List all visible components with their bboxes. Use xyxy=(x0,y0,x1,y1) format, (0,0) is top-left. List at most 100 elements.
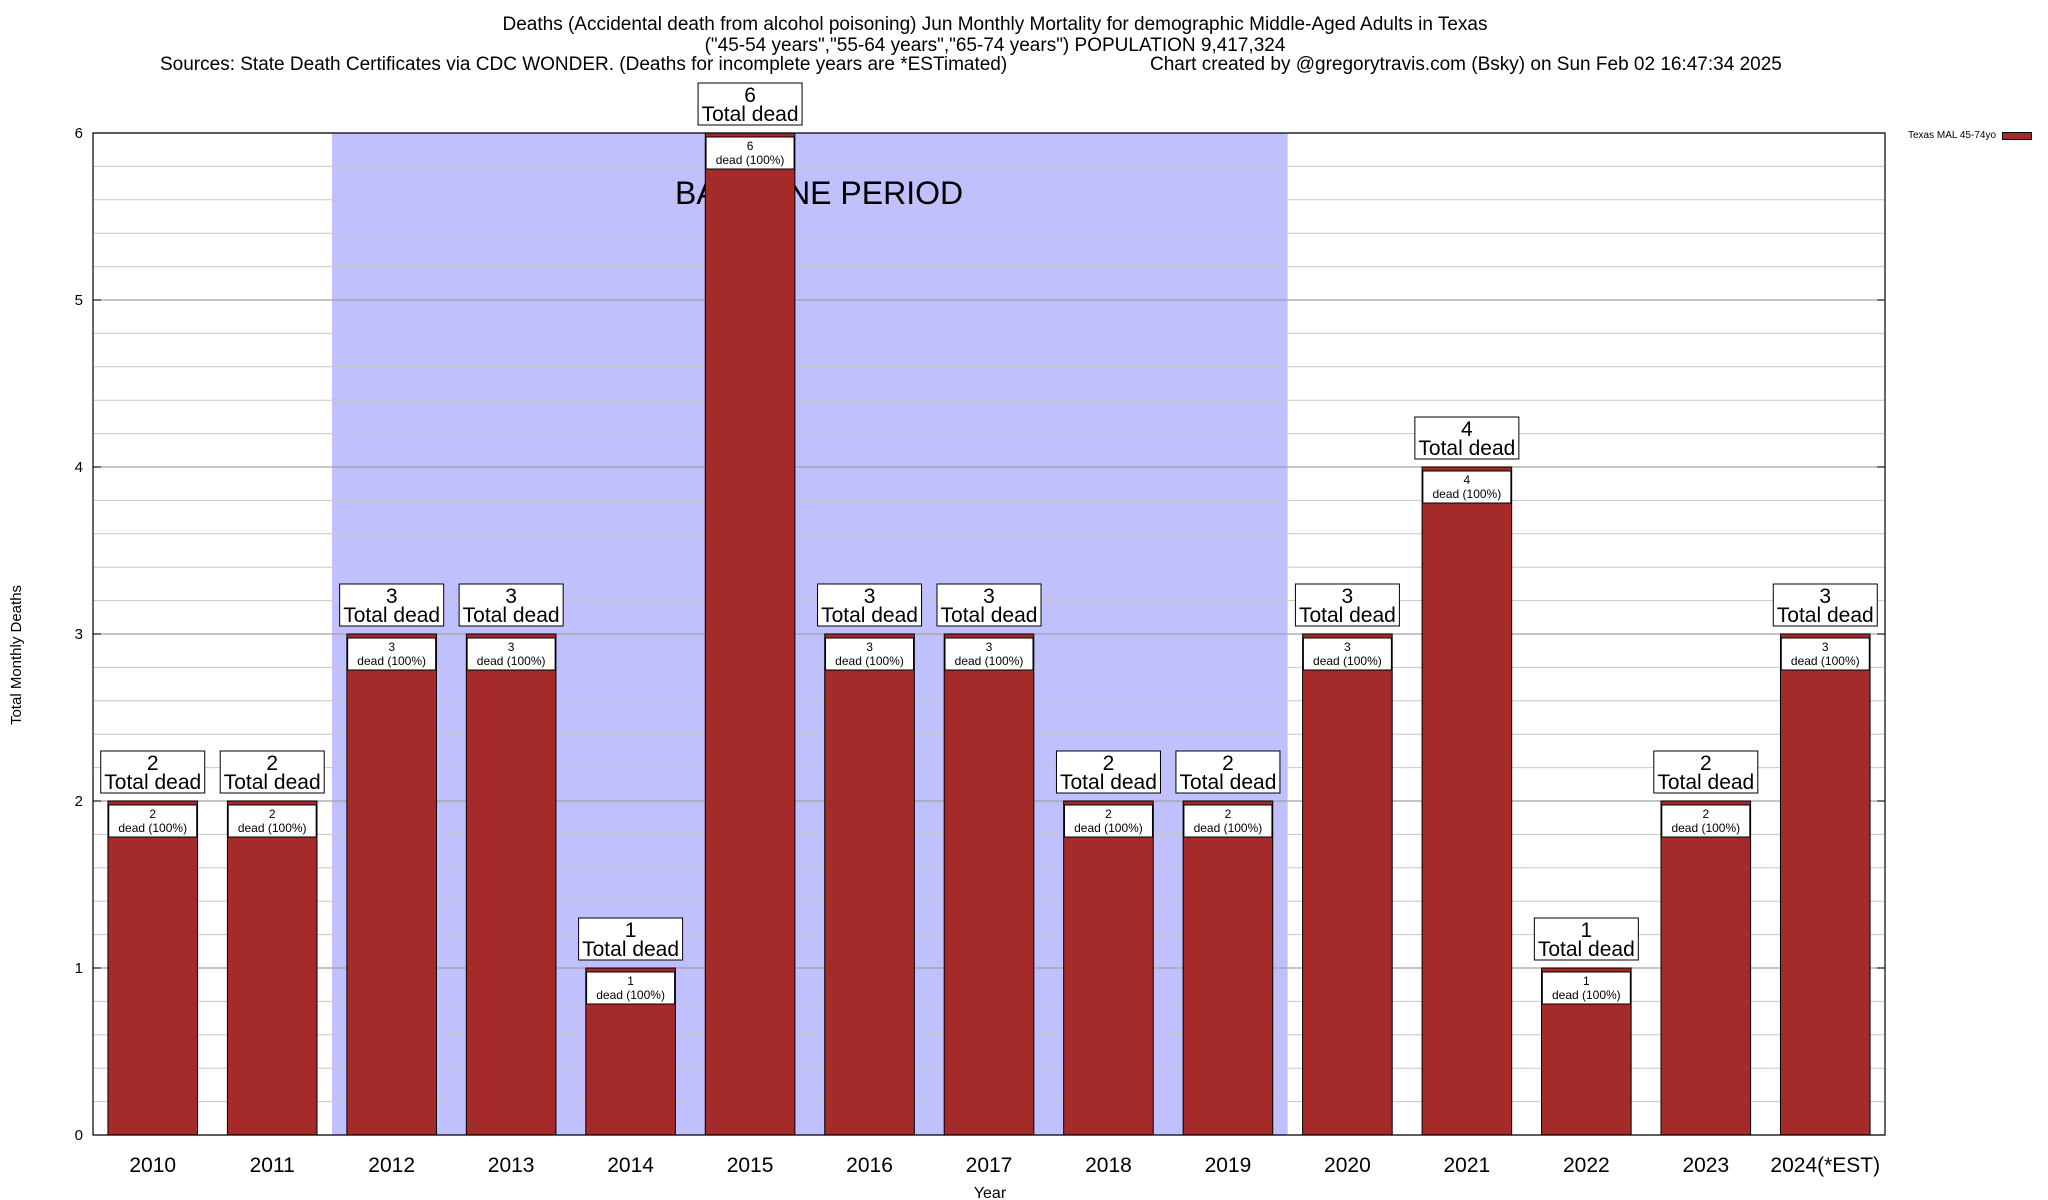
title-line-2: ("45-54 years","55-64 years","65-74 year… xyxy=(704,35,1286,56)
x-tick-label: 2015 xyxy=(727,1154,774,1177)
top-label-text: Total dead xyxy=(1538,938,1635,961)
inner-label-text: dead (100%) xyxy=(716,153,785,167)
top-label-value: 3 xyxy=(1819,585,1831,608)
top-label-value: 3 xyxy=(1342,585,1354,608)
bar xyxy=(1779,633,1871,1136)
top-label-text: Total dead xyxy=(224,771,321,794)
y-tick-label: 3 xyxy=(75,626,83,643)
inner-label-value: 2 xyxy=(1702,807,1709,821)
inner-label-value: 3 xyxy=(1822,640,1829,654)
inner-label-box xyxy=(1780,637,1870,671)
inner-label-text: dead (100%) xyxy=(357,654,426,668)
top-label-value: 2 xyxy=(1700,752,1712,775)
top-label-box xyxy=(936,583,1042,627)
inner-label-text: dead (100%) xyxy=(955,654,1024,668)
top-label-text: Total dead xyxy=(941,604,1038,627)
bar xyxy=(1182,800,1274,1136)
top-label-value: 2 xyxy=(1103,752,1115,775)
x-tick-label: 2011 xyxy=(250,1154,295,1177)
inner-label-box xyxy=(227,804,317,838)
y-tick-label: 0 xyxy=(75,1127,83,1144)
legend-swatch xyxy=(2002,131,2033,140)
top-label-value: 3 xyxy=(983,585,995,608)
inner-label-text: dead (100%) xyxy=(1313,654,1382,668)
inner-label-box xyxy=(466,637,556,671)
top-label-text: Total dead xyxy=(1777,604,1874,627)
x-tick-label: 2022 xyxy=(1563,1154,1610,1177)
top-label-text: Total dead xyxy=(343,604,440,627)
top-label-box xyxy=(219,750,325,794)
inner-label-value: 3 xyxy=(986,640,993,654)
inner-label-box xyxy=(1422,470,1512,504)
inner-label-value: 2 xyxy=(1105,807,1112,821)
inner-label-box xyxy=(586,971,676,1005)
legend: Texas MAL 45-74yo xyxy=(1908,130,2033,141)
inner-label-value: 1 xyxy=(1583,974,1590,988)
x-tick-label: 2020 xyxy=(1324,1154,1371,1177)
legend-label: Texas MAL 45-74yo xyxy=(1908,130,1997,141)
x-tick-label: 2017 xyxy=(966,1154,1013,1177)
inner-label-text: dead (100%) xyxy=(1433,487,1502,501)
top-label-box xyxy=(578,917,684,961)
top-label-box xyxy=(697,82,803,126)
bar xyxy=(107,800,199,1136)
top-label-box xyxy=(100,750,206,794)
inner-label-box xyxy=(705,136,795,170)
inner-label-box xyxy=(1063,804,1153,838)
bar xyxy=(346,633,437,1136)
top-label-value: 2 xyxy=(266,752,278,775)
y-tick-label: 4 xyxy=(75,459,83,476)
x-tick-label: 2024(*EST) xyxy=(1770,1154,1880,1177)
top-label-text: Total dead xyxy=(1299,604,1396,627)
top-label-value: 2 xyxy=(1222,752,1234,775)
inner-label-text: dead (100%) xyxy=(1074,821,1143,835)
x-tick-label: 2019 xyxy=(1205,1154,1252,1177)
x-tick-label: 2014 xyxy=(607,1154,654,1177)
top-label-box xyxy=(458,583,564,627)
inner-label-value: 2 xyxy=(269,807,276,821)
top-label-box xyxy=(1653,750,1759,794)
top-label-text: Total dead xyxy=(1060,771,1157,794)
inner-label-value: 2 xyxy=(149,807,156,821)
y-tick-label: 1 xyxy=(75,960,83,977)
inner-label-box xyxy=(1183,804,1273,838)
inner-label-text: dead (100%) xyxy=(118,821,187,835)
inner-label-text: dead (100%) xyxy=(1194,821,1263,835)
inner-label-box xyxy=(1302,637,1392,671)
x-tick-label: 2016 xyxy=(846,1154,893,1177)
top-label-text: Total dead xyxy=(463,604,560,627)
x-tick-label: 2010 xyxy=(129,1154,176,1177)
x-tick-label: 2023 xyxy=(1682,1154,1729,1177)
chart-title: Deaths (Accidental death from alcohol po… xyxy=(0,14,1990,56)
bar xyxy=(226,800,318,1136)
inner-label-value: 3 xyxy=(508,640,515,654)
inner-label-box xyxy=(1661,804,1751,838)
x-tick-label: 2013 xyxy=(488,1154,535,1177)
bar xyxy=(1660,800,1752,1136)
inner-label-text: dead (100%) xyxy=(238,821,307,835)
bar xyxy=(824,633,915,1136)
top-label-value: 2 xyxy=(147,752,159,775)
top-label-box xyxy=(1294,583,1400,627)
x-tick-label: 2018 xyxy=(1085,1154,1132,1177)
top-label-value: 6 xyxy=(744,84,756,107)
inner-label-text: dead (100%) xyxy=(1671,821,1740,835)
x-tick-label: 2012 xyxy=(368,1154,415,1177)
top-label-box xyxy=(1772,583,1878,627)
top-label-text: Total dead xyxy=(821,604,918,627)
inner-label-value: 1 xyxy=(627,974,634,988)
inner-label-text: dead (100%) xyxy=(1791,654,1860,668)
top-label-value: 3 xyxy=(386,585,398,608)
inner-label-box xyxy=(1541,971,1631,1005)
inner-label-value: 4 xyxy=(1464,473,1471,487)
inner-label-box xyxy=(944,637,1034,671)
inner-label-value: 2 xyxy=(1225,807,1232,821)
top-label-text: Total dead xyxy=(1179,771,1276,794)
top-label-value: 3 xyxy=(864,585,876,608)
bar xyxy=(943,633,1035,1136)
top-label-value: 4 xyxy=(1461,418,1473,441)
bar xyxy=(1302,633,1393,1136)
bar xyxy=(465,633,557,1136)
inner-label-text: dead (100%) xyxy=(835,654,904,668)
